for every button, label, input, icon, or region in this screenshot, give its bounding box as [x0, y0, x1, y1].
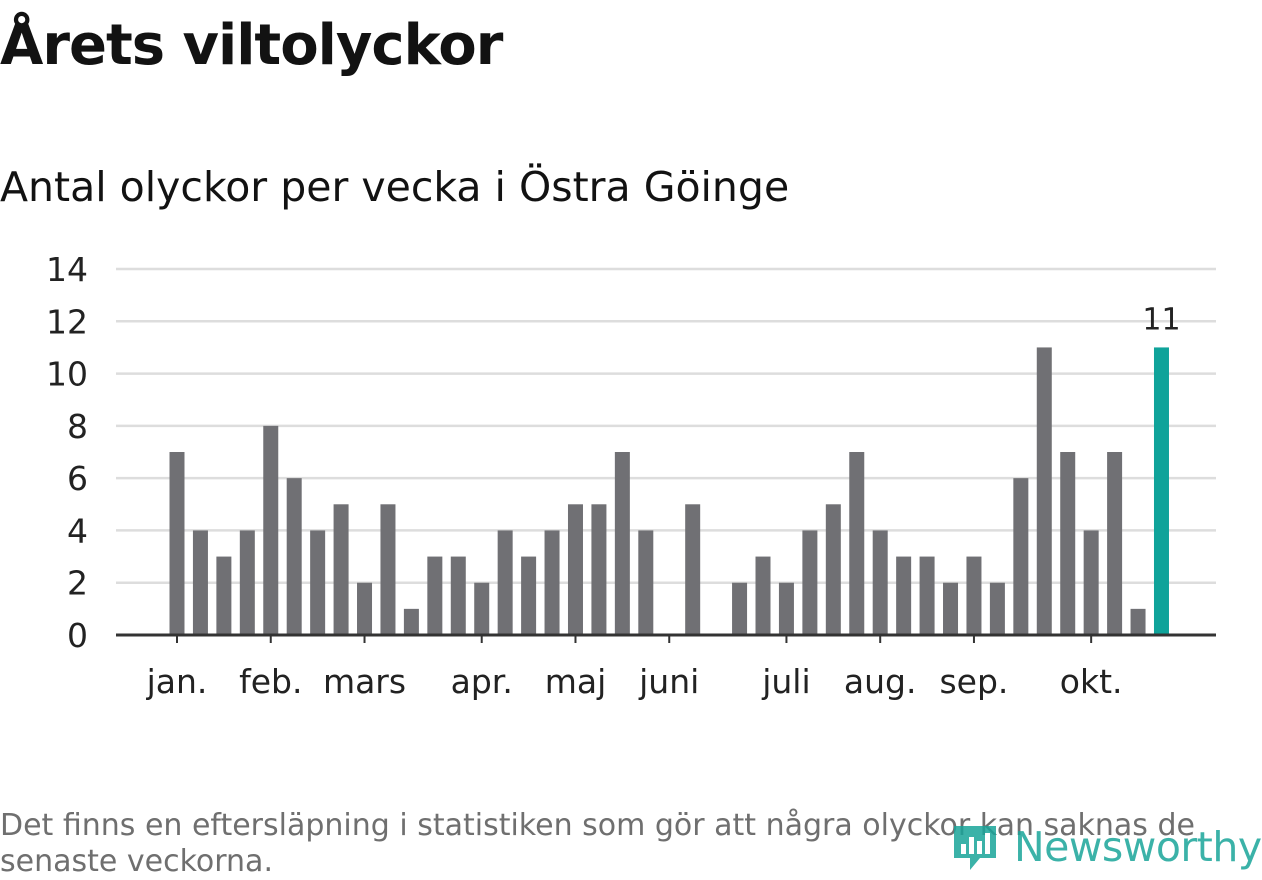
bar	[1060, 452, 1076, 635]
bar	[216, 556, 232, 635]
brand-name: Newsworthy	[1014, 823, 1262, 871]
x-tick-label: maj	[545, 662, 607, 701]
bar	[1130, 608, 1146, 635]
x-tick-label: juli	[761, 662, 810, 701]
bar	[685, 504, 701, 635]
bar	[450, 556, 466, 635]
bar	[919, 556, 935, 635]
chart-title: Årets viltolyckor	[0, 13, 503, 78]
bar	[989, 582, 1005, 635]
chart-subtitle: Antal olyckor per vecka i Östra Göinge	[0, 163, 790, 211]
bar	[333, 504, 349, 635]
data-labels: 11	[1142, 302, 1180, 337]
bar	[286, 478, 302, 635]
x-tick-label: aug.	[844, 662, 917, 701]
bar	[1107, 452, 1123, 635]
bar	[474, 582, 490, 635]
x-tick-label: okt.	[1060, 662, 1123, 701]
newsworthy-logo: Newsworthy	[950, 816, 1262, 878]
bar	[872, 530, 888, 635]
highlight-value-label: 11	[1142, 302, 1180, 337]
footnote: Det finns en eftersläpning i statistiken…	[0, 808, 1195, 879]
bar	[591, 504, 607, 635]
y-tick-label: 4	[67, 511, 88, 550]
y-tick-label: 12	[46, 302, 88, 341]
bar	[263, 425, 279, 635]
bar	[614, 452, 630, 635]
bar	[755, 556, 771, 635]
bar	[943, 582, 959, 635]
bar	[802, 530, 818, 635]
x-tick-label: feb.	[239, 662, 302, 701]
bar	[1036, 347, 1052, 635]
bar	[1083, 530, 1099, 635]
bar	[192, 530, 208, 635]
x-tick-label: juni	[638, 662, 699, 701]
bar-highlighted	[1153, 347, 1169, 635]
x-tick-label: mars	[323, 662, 406, 701]
bar	[357, 582, 373, 635]
bar	[380, 504, 396, 635]
bar	[310, 530, 326, 635]
bar	[239, 530, 255, 635]
bar	[778, 582, 794, 635]
bar	[544, 530, 560, 635]
bars	[169, 347, 1169, 635]
y-tick-label: 2	[67, 564, 88, 603]
bar	[732, 582, 748, 635]
bar	[966, 556, 982, 635]
bar	[567, 504, 583, 635]
y-axis-ticks: 0 2 4 6 8 10 12 14	[46, 250, 88, 655]
bar	[169, 452, 185, 635]
bar	[403, 608, 419, 635]
bar	[427, 556, 443, 635]
newsworthy-logo-icon	[954, 826, 996, 870]
bar	[896, 556, 912, 635]
bar	[497, 530, 513, 635]
x-tick-label: jan.	[146, 662, 208, 701]
bar	[521, 556, 537, 635]
bar	[638, 530, 654, 635]
y-tick-label: 8	[67, 407, 88, 446]
y-tick-label: 14	[46, 250, 88, 289]
x-tick-label: apr.	[451, 662, 513, 701]
y-tick-label: 6	[67, 459, 88, 498]
bar	[849, 452, 865, 635]
bar	[825, 504, 841, 635]
x-tick-label: sep.	[939, 662, 1008, 701]
bar	[1013, 478, 1029, 635]
x-axis-ticks: jan. feb. mars apr. maj juni juli aug. sep. okt.	[146, 635, 1123, 701]
y-tick-label: 0	[67, 616, 88, 655]
y-tick-label: 10	[46, 355, 88, 394]
bar-chart: 0 2 4 6 8 10 12 14 jan. feb. mars apr. maj juni juli a…	[46, 250, 1216, 701]
